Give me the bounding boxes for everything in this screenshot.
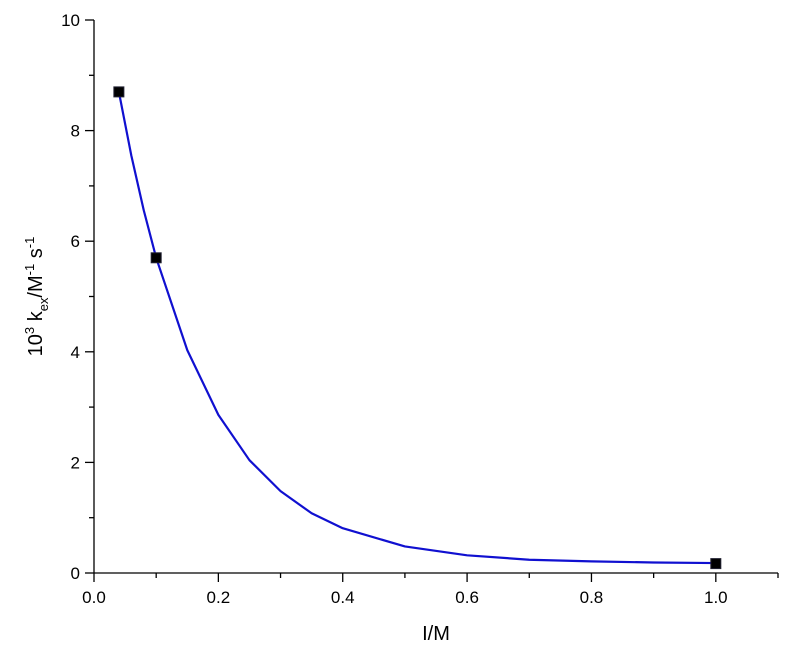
y-tick-label: 6 <box>71 232 80 251</box>
y-label-part: -1 <box>22 237 37 249</box>
x-axis-label: I/M <box>422 623 450 645</box>
y-label-part: /M <box>25 275 47 297</box>
y-tick-label: 8 <box>71 122 80 141</box>
y-label-part: k <box>25 310 47 327</box>
y-tick-label: 10 <box>61 11 80 30</box>
x-tick-label: 1.0 <box>704 588 728 607</box>
x-tick-label: 0.8 <box>580 588 604 607</box>
data-point <box>710 558 722 570</box>
y-label-part: ex <box>36 297 51 311</box>
y-tick-label: 4 <box>71 343 80 362</box>
y-label-part: s <box>25 248 47 264</box>
y-tick-label: 0 <box>71 564 80 583</box>
x-tick-label: 0.4 <box>331 588 355 607</box>
y-tick-label: 2 <box>71 453 80 472</box>
x-tick-label: 0.6 <box>455 588 479 607</box>
data-point <box>150 252 162 264</box>
y-label-part: 10 <box>25 334 47 356</box>
x-tick-label: 0.2 <box>207 588 231 607</box>
data-point <box>113 86 125 98</box>
y-axis-label: 103 kex/M-1 s-1 <box>22 237 51 357</box>
y-label-part: 3 <box>22 327 37 334</box>
x-tick-label: 0.0 <box>82 588 106 607</box>
y-label-part: -1 <box>22 264 37 276</box>
fit-curve <box>117 91 716 565</box>
